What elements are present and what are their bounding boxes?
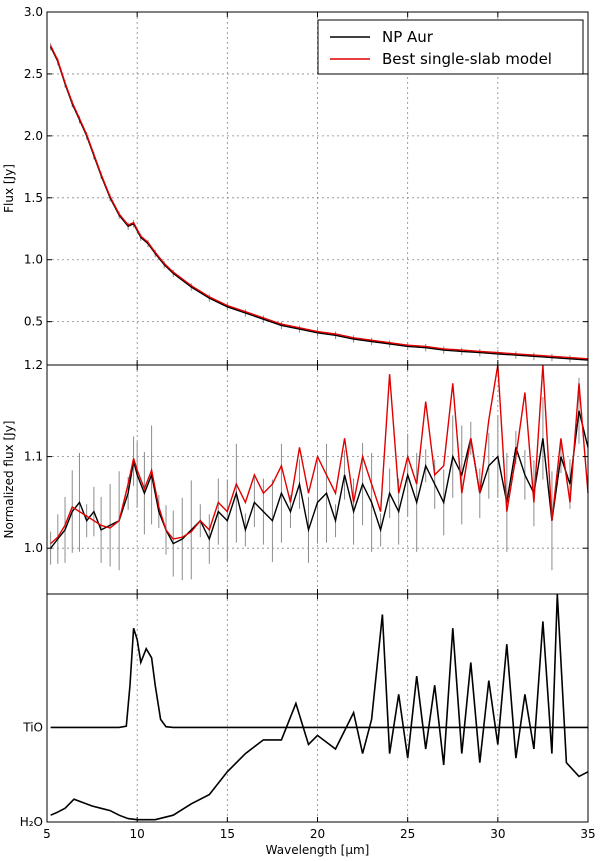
legend-box [317,19,584,75]
x-tick-label: 15 [220,827,235,841]
y-axis-label: Flux [Jy] [2,164,16,213]
y-tick-label: 1.1 [24,450,43,464]
y-tick-label: 2.5 [24,67,43,81]
x-tick-label: 20 [310,827,325,841]
series-line-best-single-slab-model [49,45,589,360]
series-line-best-single-slab-model [50,364,589,545]
legend: NP Aur Best single-slab model [317,19,584,75]
y-axis-label: Normalized flux [Jy] [2,421,16,539]
y-tick-label: 1.5 [24,191,43,205]
series-line-h-o [50,593,589,821]
y-tick-label: 3.0 [24,5,43,19]
x-tick-label: 10 [130,827,145,841]
series-line-np-aur [50,410,589,549]
series-line-np-aur [49,46,589,361]
panel-3: TiO H₂O [20,593,589,829]
x-tick-label: 5 [43,827,51,841]
panel-1: 0.5 1.0 1.5 2.0 2.5 3.0 Flux [Jy] [2,5,589,366]
y-tick-label: 1.0 [24,253,43,267]
legend-label: NP Aur [382,28,434,46]
y-tick-label: 2.0 [24,129,43,143]
x-tick-label: 30 [490,827,505,841]
series-line-tio [50,627,588,729]
y-tick-label: H₂O [20,815,43,829]
y-tick-label: 0.5 [24,315,43,329]
x-tick-label: 35 [580,827,595,841]
y-tick-label: TiO [22,720,43,734]
x-tick-label: 25 [400,827,415,841]
x-axis-label: Wavelength [μm] [266,843,370,857]
y-tick-label: 1.2 [24,358,43,372]
legend-label: Best single-slab model [382,50,552,68]
y-tick-label: 1.0 [24,541,43,555]
panel-2: 1.0 1.1 1.2 Normalized flux [Jy] [2,358,589,595]
